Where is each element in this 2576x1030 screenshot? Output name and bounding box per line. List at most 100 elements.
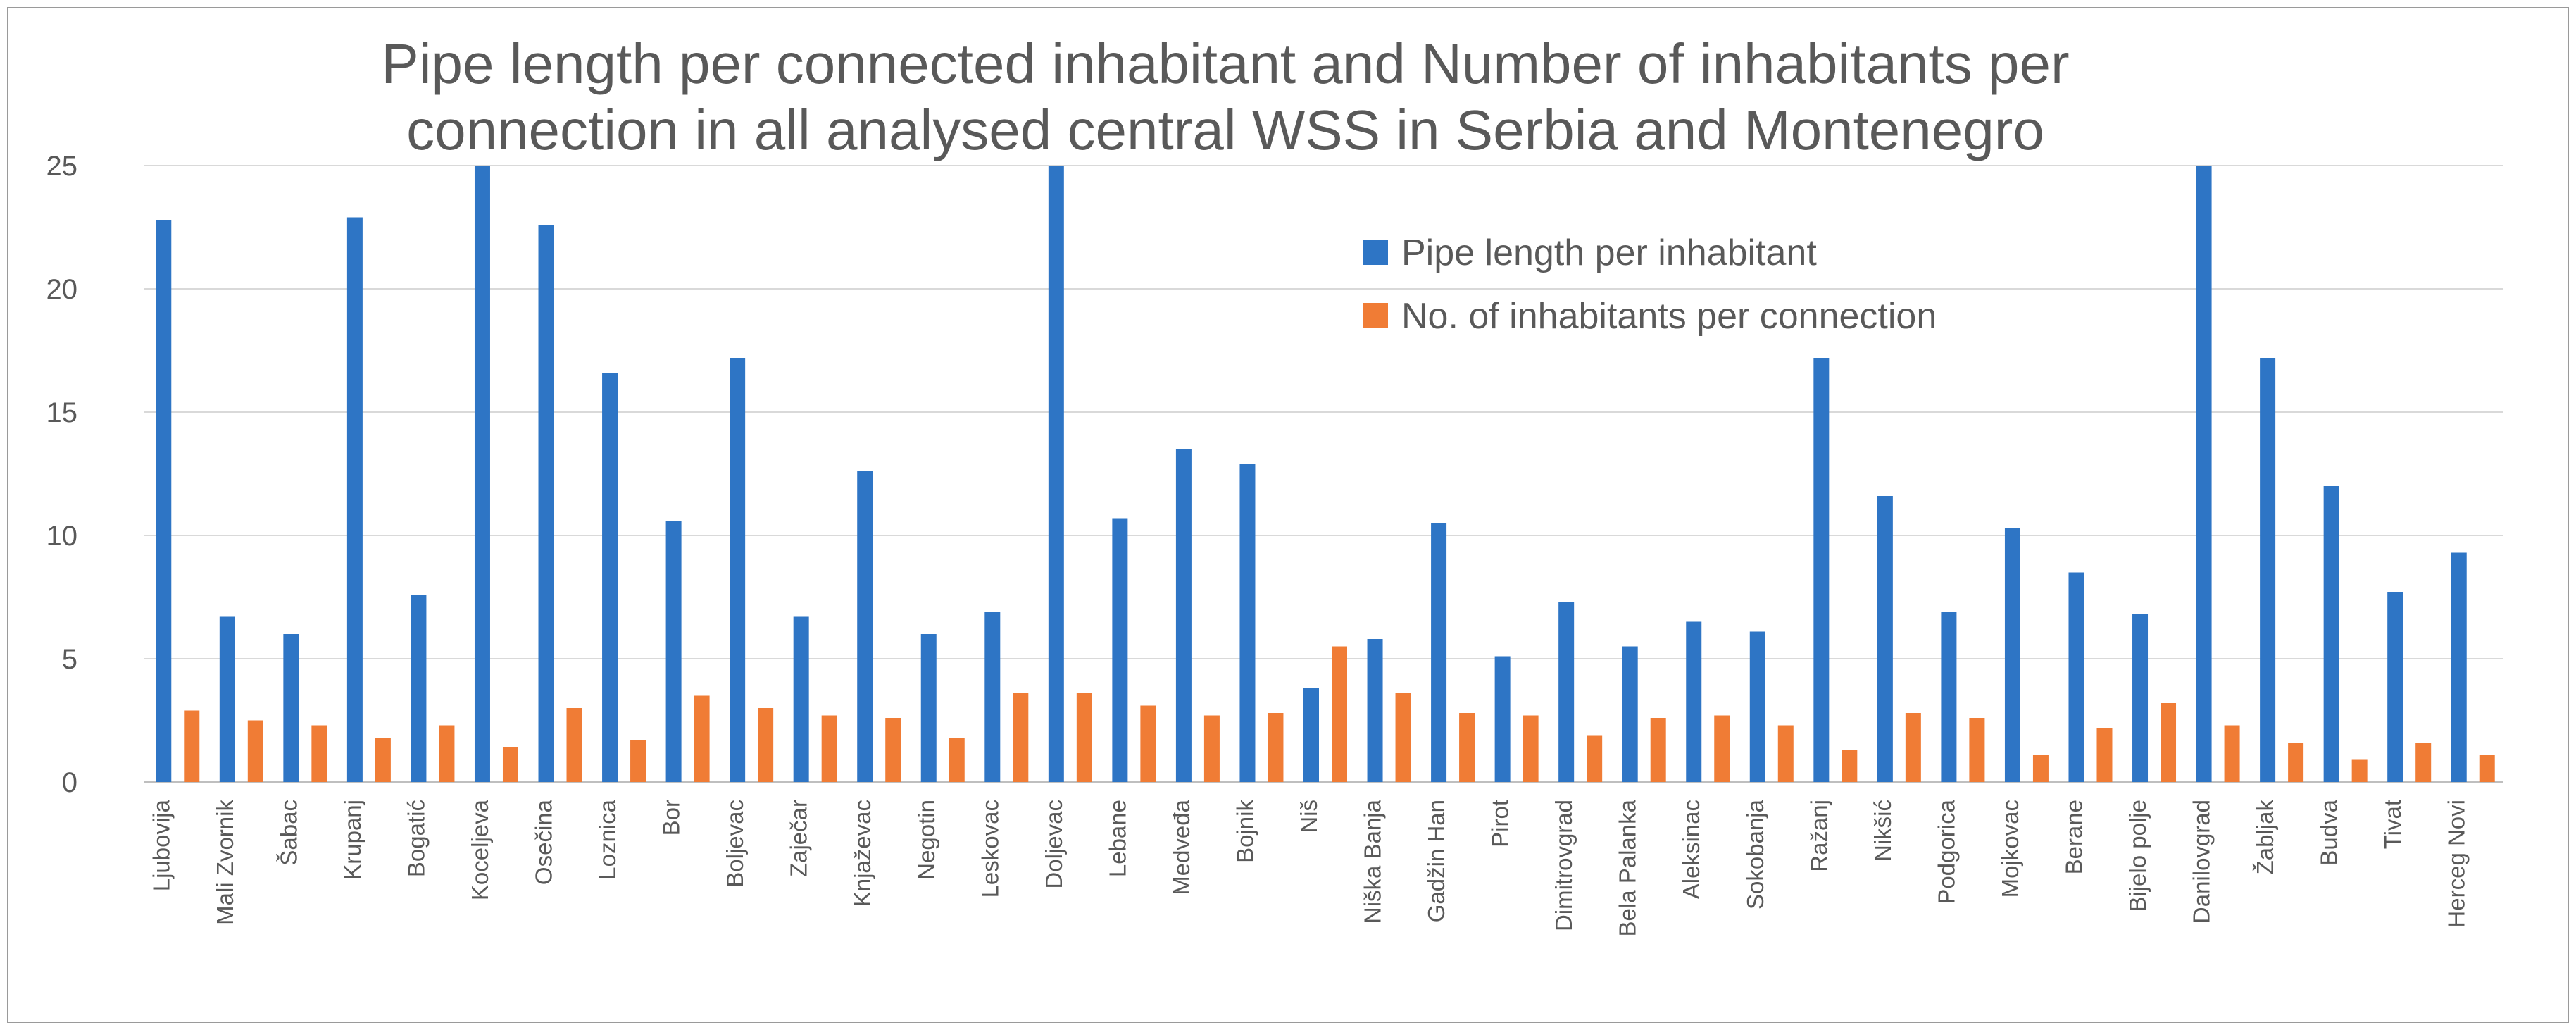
bar-pipe-length-28	[1941, 612, 1957, 782]
bar-pipe-length-25	[1749, 631, 1765, 782]
bar-pipe-length-2	[283, 634, 299, 782]
bar-inhabitants-per-connection-16	[1203, 715, 1220, 782]
y-tick-label: 15	[46, 397, 78, 428]
bar-inhabitants-per-connection-19	[1395, 693, 1411, 782]
bar-pipe-length-33	[2260, 358, 2276, 782]
x-tick-label: Sokobanja	[1742, 799, 1768, 910]
bar-pipe-length-6	[538, 225, 554, 782]
legend-swatch-inhabitants-per-connection	[1363, 303, 1388, 328]
bar-pipe-length-1	[219, 616, 235, 782]
bar-pipe-length-34	[2323, 486, 2339, 782]
y-tick-label: 0	[62, 767, 77, 798]
legend: Pipe length per inhabitant No. of inhabi…	[1363, 232, 1937, 337]
bar-pipe-length-32	[2196, 166, 2212, 782]
x-tick-label: Dimitrovgrad	[1551, 800, 1577, 931]
bar-inhabitants-per-connection-7	[630, 740, 646, 782]
bar-inhabitants-per-connection-11	[885, 718, 901, 782]
y-tick-label: 20	[46, 274, 78, 305]
x-tick-label: Aleksinac	[1678, 800, 1704, 899]
x-tick-label: Bela Palanka	[1615, 799, 1641, 936]
x-tick-label: Budva	[2316, 799, 2342, 865]
bar-inhabitants-per-connection-26	[1842, 750, 1858, 782]
x-tick-label: Žabljak	[2252, 800, 2278, 875]
bar-pipe-length-31	[2132, 614, 2149, 782]
bar-pipe-length-7	[602, 373, 618, 782]
chart-title-line-1: Pipe length per connected inhabitant and…	[381, 32, 2069, 95]
x-tick-label: Niš	[1296, 800, 1322, 833]
bar-inhabitants-per-connection-18	[1332, 646, 1347, 782]
bar-inhabitants-per-connection-2	[311, 725, 327, 782]
bar-inhabitants-per-connection-15	[1140, 705, 1156, 782]
bar-inhabitants-per-connection-22	[1587, 735, 1603, 782]
bar-inhabitants-per-connection-29	[2032, 755, 2049, 782]
bar-inhabitants-per-connection-17	[1268, 713, 1284, 782]
gridlines	[144, 165, 2503, 783]
bar-inhabitants-per-connection-1	[247, 720, 263, 782]
x-tick-label: Mojkovac	[1997, 800, 2023, 898]
bar-pipe-length-9	[730, 358, 746, 782]
legend-label-pipe-length: Pipe length per inhabitant	[1401, 232, 1817, 273]
bar-pipe-length-30	[2068, 572, 2084, 782]
x-tick-label: Ljubovija	[148, 799, 174, 891]
bar-pipe-length-4	[411, 595, 427, 782]
bar-inhabitants-per-connection-21	[1523, 715, 1539, 782]
legend-label-inhabitants-per-connection: No. of inhabitants per connection	[1401, 296, 1937, 337]
x-tick-label: Negotin	[913, 800, 939, 880]
bar-pipe-length-36	[2451, 552, 2467, 782]
bar-pipe-length-26	[1813, 358, 1830, 782]
x-tick-label: Danilovgrad	[2189, 800, 2215, 924]
bar-inhabitants-per-connection-30	[2096, 728, 2113, 782]
x-tick-label: Bojnik	[1232, 800, 1258, 863]
bar-pipe-length-14	[1048, 166, 1064, 782]
x-tick-label: Leskovac	[977, 800, 1003, 898]
bar-inhabitants-per-connection-3	[375, 738, 391, 782]
chart-frame	[7, 7, 2569, 1023]
bar-inhabitants-per-connection-34	[2351, 759, 2368, 782]
bar-pipe-length-18	[1303, 688, 1319, 782]
bar-pipe-length-29	[2004, 528, 2020, 782]
y-tick-label: 25	[46, 151, 78, 182]
bar-pipe-length-17	[1239, 464, 1256, 782]
bar-inhabitants-per-connection-25	[1777, 725, 1794, 782]
x-tick-label: Pirot	[1487, 800, 1513, 848]
x-axis-ticks: Ljubovija Mali Zvornik Šabac Krupanj Bogatić…	[148, 799, 2469, 936]
bar-pipe-length-16	[1175, 449, 1192, 782]
bar-inhabitants-per-connection-20	[1459, 713, 1475, 782]
bar-inhabitants-per-connection-13	[1013, 693, 1029, 782]
bar-inhabitants-per-connection-5	[502, 747, 518, 782]
bar-inhabitants-per-connection-24	[1714, 715, 1730, 782]
x-tick-label: Šabac	[275, 800, 301, 866]
x-tick-label: Mali Zvornik	[212, 800, 238, 925]
x-tick-label: Ražanj	[1806, 800, 1832, 872]
bar-pipe-length-5	[474, 166, 490, 782]
x-tick-label: Berane	[2061, 800, 2087, 874]
bar-inhabitants-per-connection-35	[2415, 743, 2432, 782]
x-tick-label: Gadžin Han	[1423, 800, 1449, 922]
y-tick-label: 10	[46, 521, 78, 552]
bar-inhabitants-per-connection-12	[949, 738, 965, 782]
bar-inhabitants-per-connection-23	[1650, 718, 1666, 782]
chart-title-line-2: connection in all analysed central WSS i…	[406, 99, 2044, 161]
y-tick-label: 5	[62, 644, 77, 675]
x-tick-label: Bijelo polje	[2125, 800, 2151, 912]
bar-pipe-length-21	[1494, 656, 1511, 782]
bar-pipe-length-8	[665, 521, 682, 782]
bar-pipe-length-3	[346, 217, 363, 782]
x-tick-label: Zaječar	[786, 800, 812, 877]
x-tick-label: Osečina	[531, 799, 557, 885]
x-tick-label: Bor	[658, 800, 684, 836]
x-tick-label: Podgorica	[1933, 799, 1959, 904]
bar-inhabitants-per-connection-8	[694, 695, 710, 782]
bar-inhabitants-per-connection-14	[1076, 693, 1092, 782]
x-tick-label: Boljevac	[722, 800, 748, 888]
bar-inhabitants-per-connection-31	[2161, 703, 2177, 782]
x-tick-label: Loznica	[594, 799, 620, 879]
bar-pipe-length-27	[1877, 496, 1893, 782]
bar-pipe-length-15	[1112, 518, 1128, 782]
bar-pipe-length-19	[1367, 639, 1383, 782]
bar-pipe-length-20	[1431, 523, 1447, 782]
bar-inhabitants-per-connection-33	[2288, 743, 2304, 782]
bar-inhabitants-per-connection-32	[2224, 725, 2240, 782]
x-tick-label: Niška Banja	[1360, 799, 1386, 924]
